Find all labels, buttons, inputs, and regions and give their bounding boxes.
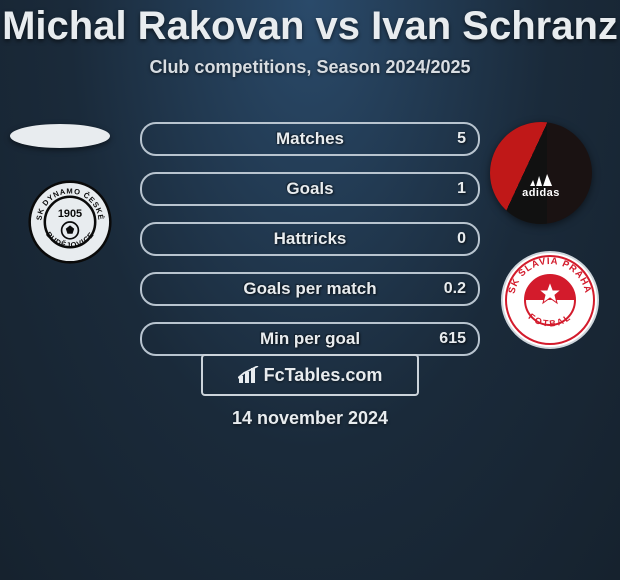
dynamo-crest-icon: SK DYNAMO ČESKÉ BUDĚJOVICE 1905 xyxy=(28,180,112,264)
stat-value: 0 xyxy=(457,224,466,254)
stat-value: 1 xyxy=(457,174,466,204)
brand-text: FcTables.com xyxy=(264,365,383,386)
stat-row: Min per goal 615 xyxy=(140,322,480,356)
stat-label: Hattricks xyxy=(274,224,347,254)
page-subtitle: Club competitions, Season 2024/2025 xyxy=(0,57,620,78)
page-title: Michal Rakovan vs Ivan Schranz xyxy=(0,0,620,49)
kit-sponsor-text: adidas xyxy=(522,187,560,199)
player-right-avatar: adidas xyxy=(490,122,592,224)
comparison-card: Michal Rakovan vs Ivan Schranz Club comp… xyxy=(0,0,620,580)
club-crest-right: SK SLAVIA PRAHA FOTBAL xyxy=(500,250,600,350)
stat-label: Goals xyxy=(286,174,333,204)
player-left-avatar xyxy=(10,124,110,148)
snapshot-date: 14 november 2024 xyxy=(232,408,388,429)
bar-chart-icon xyxy=(238,366,260,384)
stats-block: Matches 5 Goals 1 Hattricks 0 Goals per … xyxy=(140,122,480,372)
stat-label: Goals per match xyxy=(243,274,376,304)
adidas-icon xyxy=(530,174,552,186)
stat-value: 615 xyxy=(439,324,466,354)
stat-row: Goals 1 xyxy=(140,172,480,206)
stat-row: Matches 5 xyxy=(140,122,480,156)
club-crest-left: SK DYNAMO ČESKÉ BUDĚJOVICE 1905 xyxy=(28,180,112,264)
stat-row: Hattricks 0 xyxy=(140,222,480,256)
svg-text:1905: 1905 xyxy=(58,208,82,220)
stat-label: Matches xyxy=(276,124,344,154)
stat-value: 5 xyxy=(457,124,466,154)
brand-box: FcTables.com xyxy=(201,354,419,396)
stat-value: 0.2 xyxy=(444,274,466,304)
stat-row: Goals per match 0.2 xyxy=(140,272,480,306)
kit-sponsor: adidas xyxy=(522,174,560,199)
slavia-crest-icon: SK SLAVIA PRAHA FOTBAL xyxy=(500,250,600,350)
stat-label: Min per goal xyxy=(260,324,360,354)
